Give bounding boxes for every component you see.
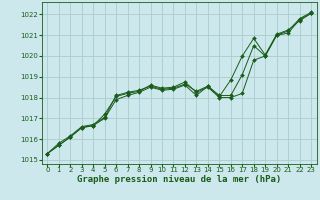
X-axis label: Graphe pression niveau de la mer (hPa): Graphe pression niveau de la mer (hPa) bbox=[77, 175, 281, 184]
